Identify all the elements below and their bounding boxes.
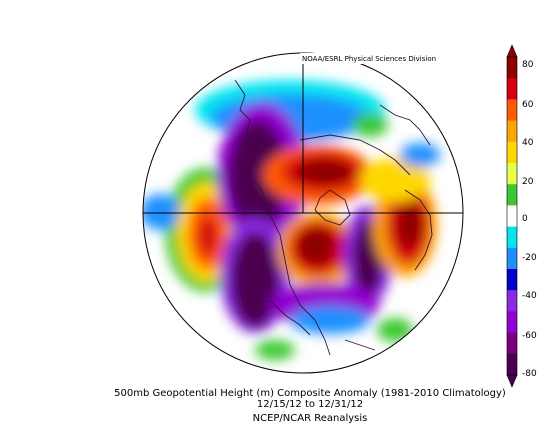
caption-line-3: NCEP/NCAR Reanalysis xyxy=(252,413,368,424)
colorbar-swatch xyxy=(507,226,517,249)
colorbar-swatch xyxy=(507,120,517,143)
colorbar: 80 60 40 20 0 -20 -40 -60 -80 xyxy=(506,44,537,388)
colorbar-tick-label: -20 xyxy=(522,253,537,263)
anomaly-field xyxy=(143,53,463,373)
colorbar-tick-label: 20 xyxy=(522,177,534,187)
colorbar-tick-label: -40 xyxy=(522,291,537,301)
colorbar-swatch xyxy=(507,163,517,185)
credit-box xyxy=(300,53,460,64)
colorbar-swatch xyxy=(507,78,517,100)
colorbar-swatch xyxy=(507,290,517,312)
colorbar-tick-label: 60 xyxy=(522,100,534,110)
colorbar-swatch xyxy=(507,99,517,122)
colorbar-tick-label: 40 xyxy=(522,138,534,148)
colorbar-tick-label: 80 xyxy=(522,60,534,70)
colorbar-tick-label: 0 xyxy=(522,214,528,224)
credit-text: NOAA/ESRL Physical Sciences Division xyxy=(302,55,436,63)
colorbar-swatch xyxy=(507,311,517,334)
colorbar-bottom-arrow xyxy=(506,374,518,388)
caption-line-2: 12/15/12 to 12/31/12 xyxy=(256,399,364,410)
colorbar-swatch xyxy=(507,353,517,376)
coastlines xyxy=(234,79,433,356)
colorbar-top-arrow xyxy=(506,44,518,58)
colorbar-swatch xyxy=(507,269,517,291)
colorbar-swatch xyxy=(507,332,517,355)
caption-line-1: 500mb Geopotential Height (m) Composite … xyxy=(114,388,506,399)
colorbar-swatch xyxy=(507,247,517,270)
colorbar-swatch xyxy=(507,184,517,206)
colorbar-tick-label: -80 xyxy=(522,369,537,379)
colorbar-tick-label: -60 xyxy=(522,331,537,341)
colorbar-swatch xyxy=(507,57,517,79)
colorbar-swatch xyxy=(507,205,517,228)
colorbar-swatch xyxy=(507,141,517,164)
